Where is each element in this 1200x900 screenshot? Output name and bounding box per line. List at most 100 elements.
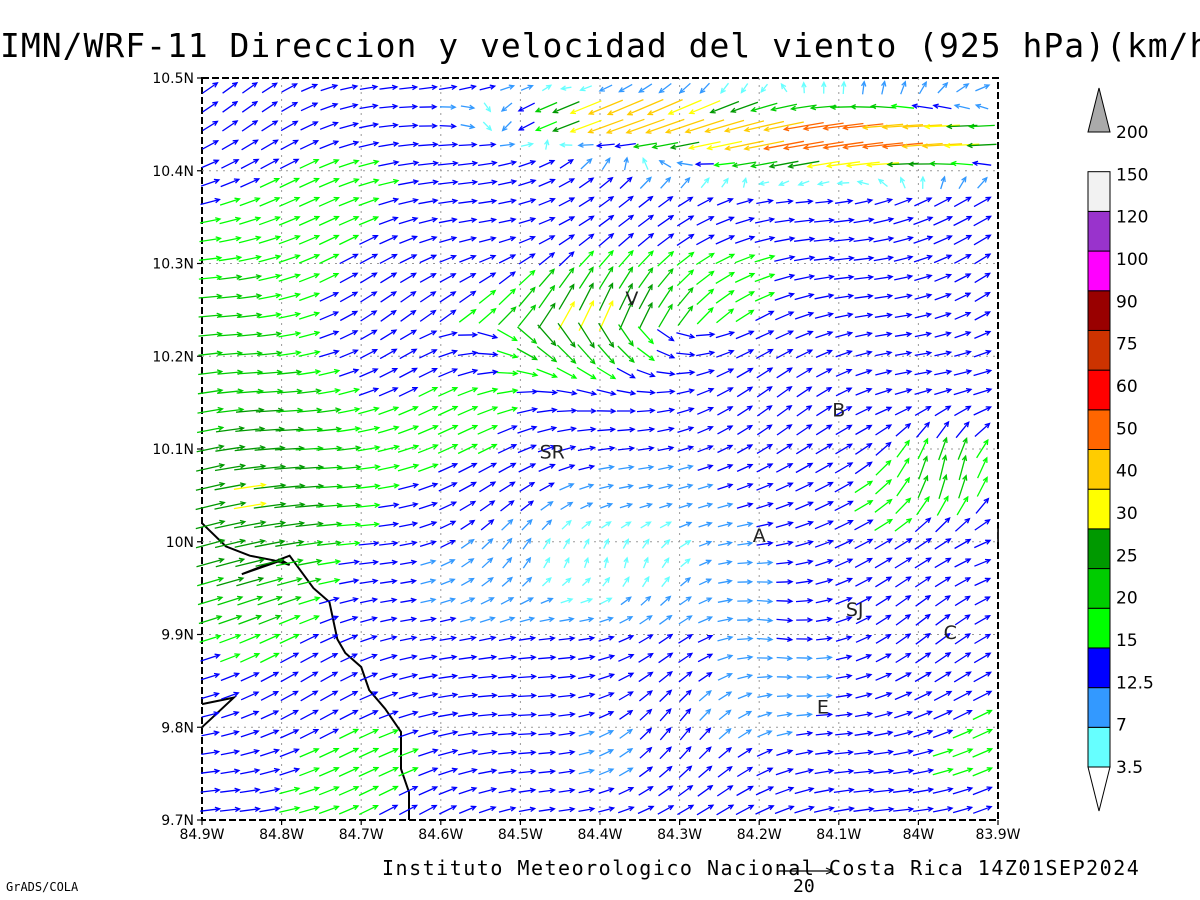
wind-arrow: [517, 692, 538, 699]
wind-arrow: [896, 439, 910, 458]
wind-arrow: [502, 556, 513, 569]
wind-arrow: [242, 82, 259, 94]
wind-arrow: [497, 425, 518, 435]
wind-arrow: [677, 464, 694, 471]
wind-arrow: [659, 521, 673, 529]
wind-arrow: [854, 480, 874, 494]
wind-arrow: [578, 692, 596, 699]
wind-arrow: [598, 214, 615, 227]
wind-arrow: [562, 537, 571, 550]
wind-arrow: [320, 102, 339, 111]
wind-arrow: [218, 255, 243, 262]
wind-arrow: [378, 216, 399, 226]
wind-arrow: [220, 787, 241, 794]
wind-arrow: [540, 597, 554, 605]
wind-arrow: [737, 710, 753, 719]
wind-arrow: [737, 598, 754, 604]
wind-arrow: [835, 387, 853, 397]
wind-arrow: [618, 300, 633, 331]
wind-arrow: [378, 387, 399, 397]
wind-arrow: [756, 443, 774, 454]
wind-arrow: [721, 177, 729, 188]
wind-arrow: [380, 309, 397, 322]
wind-arrow: [477, 730, 498, 737]
wind-arrow: [855, 615, 873, 625]
wind-arrow: [736, 386, 754, 398]
wind-arrow: [770, 103, 798, 112]
wind-arrow: [875, 614, 892, 626]
wind-arrow: [954, 350, 972, 357]
wind-arrow: [358, 766, 380, 777]
wind-arrow: [298, 369, 322, 376]
wind-arrow: [638, 464, 655, 471]
wind-arrow: [520, 500, 535, 512]
wind-arrow: [676, 388, 696, 395]
wind-arrow: [893, 730, 914, 737]
wind-arrow: [400, 309, 417, 322]
wind-arrow: [598, 787, 615, 795]
wind-arrow: [914, 197, 933, 207]
wind-arrow: [676, 351, 696, 358]
wind-arrow: [932, 748, 954, 757]
wind-arrow: [968, 123, 995, 130]
wind-arrow: [556, 367, 578, 379]
wind-arrow: [279, 177, 301, 189]
wind-arrow: [534, 121, 558, 132]
wind-arrow: [222, 81, 239, 94]
wind-arrow: [457, 730, 479, 737]
wind-arrow: [558, 806, 576, 813]
wind-arrow: [913, 806, 934, 813]
wind-arrow: [616, 389, 637, 396]
wind-arrow: [195, 519, 226, 530]
wind-arrow: [578, 711, 596, 718]
wind-arrow: [755, 348, 774, 359]
wind-arrow: [378, 729, 399, 739]
wind-arrow: [658, 785, 674, 797]
wind-arrow: [855, 424, 873, 436]
wind-arrow: [417, 463, 439, 473]
wind-arrow: [834, 539, 854, 549]
wind-arrow: [195, 481, 226, 491]
wind-arrow: [337, 406, 361, 414]
wind-arrow: [359, 559, 380, 566]
wind-arrow: [218, 614, 243, 625]
wind-arrow: [320, 671, 339, 683]
wind-arrow: [197, 576, 225, 587]
wind-arrow: [201, 140, 220, 150]
wind-arrow: [439, 616, 457, 623]
wind-arrow: [775, 348, 794, 359]
wind-arrow: [698, 690, 712, 702]
wind-arrow: [913, 710, 933, 720]
wind-arrow: [318, 178, 340, 188]
wind-arrow: [756, 424, 773, 436]
wind-arrow: [558, 251, 575, 267]
wind-arrow: [260, 691, 280, 701]
wind-arrow: [558, 730, 576, 737]
wind-arrow: [358, 804, 379, 815]
wind-arrow: [642, 157, 649, 170]
wind-arrow: [418, 692, 439, 699]
wind-arrow: [222, 100, 239, 113]
wind-arrow: [418, 710, 439, 718]
wind-arrow: [776, 386, 793, 398]
wind-arrow: [775, 482, 794, 492]
wind-arrow: [875, 576, 893, 588]
wind-arrow: [478, 805, 497, 814]
wind-arrow: [835, 577, 854, 586]
wind-arrow: [797, 180, 810, 187]
wind-arrow: [619, 709, 634, 720]
wind-arrow: [215, 444, 246, 452]
wind-arrow: [377, 444, 401, 453]
wind-arrow: [398, 198, 419, 205]
wind-arrow: [438, 84, 458, 91]
wind-arrow: [236, 576, 265, 587]
wind-arrow: [639, 708, 653, 721]
wind-arrow: [974, 614, 992, 625]
wind-arrow: [215, 557, 246, 568]
wind-arrow: [200, 653, 221, 662]
wind-arrow: [973, 196, 992, 208]
wind-arrow: [795, 749, 814, 756]
wind-arrow: [914, 369, 933, 376]
wind-arrow: [479, 84, 497, 91]
wind-arrow: [519, 481, 536, 492]
